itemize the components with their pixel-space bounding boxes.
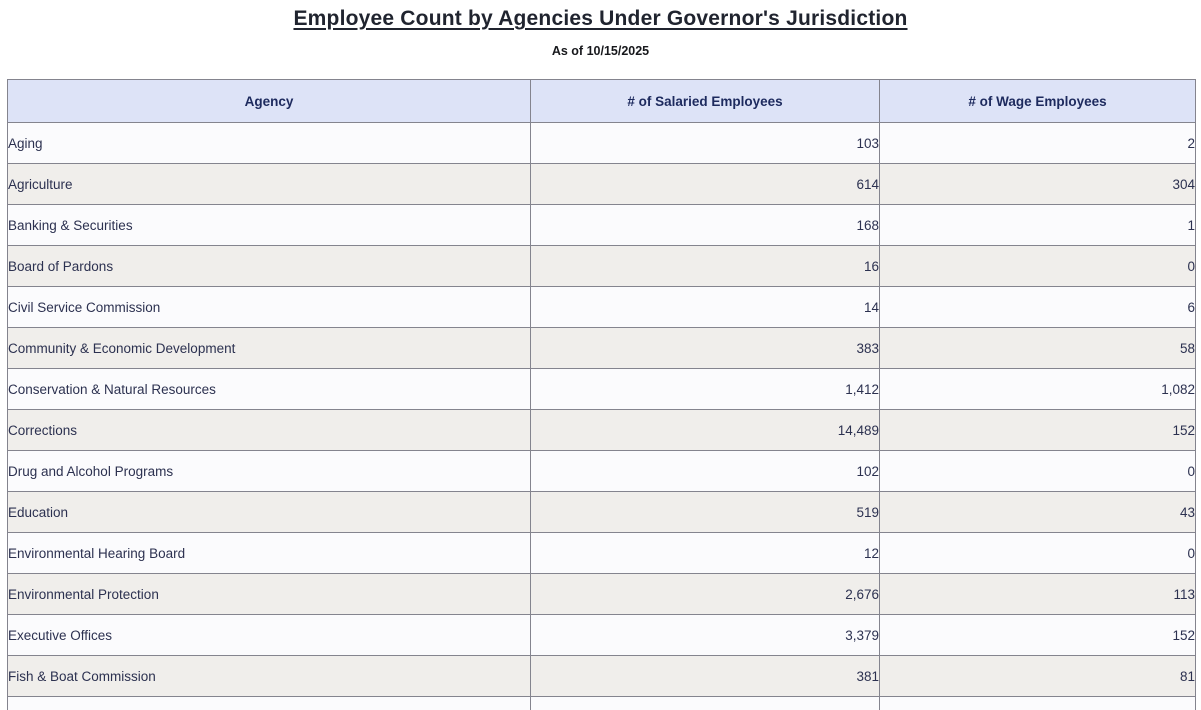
wage-cell: 304	[879, 163, 1196, 205]
salaried-cell: 16	[530, 245, 880, 287]
table-row-partial	[7, 696, 1196, 710]
agency-cell: Conservation & Natural Resources	[7, 368, 531, 410]
salaried-cell: 614	[530, 163, 880, 205]
wage-cell: 0	[879, 450, 1196, 492]
agency-cell: Drug and Alcohol Programs	[7, 450, 531, 492]
page-subtitle: As of 10/15/2025	[551, 44, 650, 58]
agency-cell: Banking & Securities	[7, 204, 531, 246]
agency-cell: Corrections	[7, 409, 531, 451]
wage-cell: 0	[879, 532, 1196, 574]
salaried-cell: 14,489	[530, 409, 880, 451]
table-row: Education 519 43	[7, 491, 1196, 533]
wage-cell: 152	[879, 614, 1196, 656]
table-row: Aging 103 2	[7, 122, 1196, 164]
wage-cell: 0	[879, 245, 1196, 287]
column-header-wage: # of Wage Employees	[879, 79, 1196, 123]
column-header-salaried: # of Salaried Employees	[530, 79, 880, 123]
salaried-cell	[530, 696, 880, 710]
agency-cell: Community & Economic Development	[7, 327, 531, 369]
employee-count-table: Agency # of Salaried Employees # of Wage…	[7, 79, 1196, 710]
salaried-cell: 3,379	[530, 614, 880, 656]
salaried-cell: 383	[530, 327, 880, 369]
agency-cell: Fish & Boat Commission	[7, 655, 531, 697]
agency-cell: Environmental Protection	[7, 573, 531, 615]
salaried-cell: 103	[530, 122, 880, 164]
salaried-cell: 381	[530, 655, 880, 697]
table-row: Board of Pardons 16 0	[7, 245, 1196, 287]
agency-cell: Education	[7, 491, 531, 533]
salaried-cell: 12	[530, 532, 880, 574]
table-header-row: Agency # of Salaried Employees # of Wage…	[7, 79, 1196, 123]
agency-cell: Agriculture	[7, 163, 531, 205]
agency-cell: Aging	[7, 122, 531, 164]
table-row: Corrections 14,489 152	[7, 409, 1196, 451]
agency-cell: Environmental Hearing Board	[7, 532, 531, 574]
agency-cell	[7, 696, 531, 710]
wage-cell: 81	[879, 655, 1196, 697]
salaried-cell: 14	[530, 286, 880, 328]
wage-cell: 43	[879, 491, 1196, 533]
table-row: Drug and Alcohol Programs 102 0	[7, 450, 1196, 492]
salaried-cell: 1,412	[530, 368, 880, 410]
table-row: Banking & Securities 168 1	[7, 204, 1196, 246]
salaried-cell: 168	[530, 204, 880, 246]
table-row: Community & Economic Development 383 58	[7, 327, 1196, 369]
table-row: Environmental Hearing Board 12 0	[7, 532, 1196, 574]
salaried-cell: 519	[530, 491, 880, 533]
salaried-cell: 2,676	[530, 573, 880, 615]
salaried-cell: 102	[530, 450, 880, 492]
wage-cell: 1	[879, 204, 1196, 246]
wage-cell: 152	[879, 409, 1196, 451]
column-header-agency: Agency	[7, 79, 531, 123]
wage-cell: 2	[879, 122, 1196, 164]
agency-cell: Executive Offices	[7, 614, 531, 656]
agency-cell: Civil Service Commission	[7, 286, 531, 328]
table-row: Fish & Boat Commission 381 81	[7, 655, 1196, 697]
table-row: Environmental Protection 2,676 113	[7, 573, 1196, 615]
wage-cell: 113	[879, 573, 1196, 615]
table-row: Civil Service Commission 14 6	[7, 286, 1196, 328]
table-row: Executive Offices 3,379 152	[7, 614, 1196, 656]
page-title: Employee Count by Agencies Under Governo…	[293, 7, 908, 30]
wage-cell	[879, 696, 1196, 710]
wage-cell: 1,082	[879, 368, 1196, 410]
table-row: Conservation & Natural Resources 1,412 1…	[7, 368, 1196, 410]
table-row: Agriculture 614 304	[7, 163, 1196, 205]
wage-cell: 6	[879, 286, 1196, 328]
agency-cell: Board of Pardons	[7, 245, 531, 287]
wage-cell: 58	[879, 327, 1196, 369]
